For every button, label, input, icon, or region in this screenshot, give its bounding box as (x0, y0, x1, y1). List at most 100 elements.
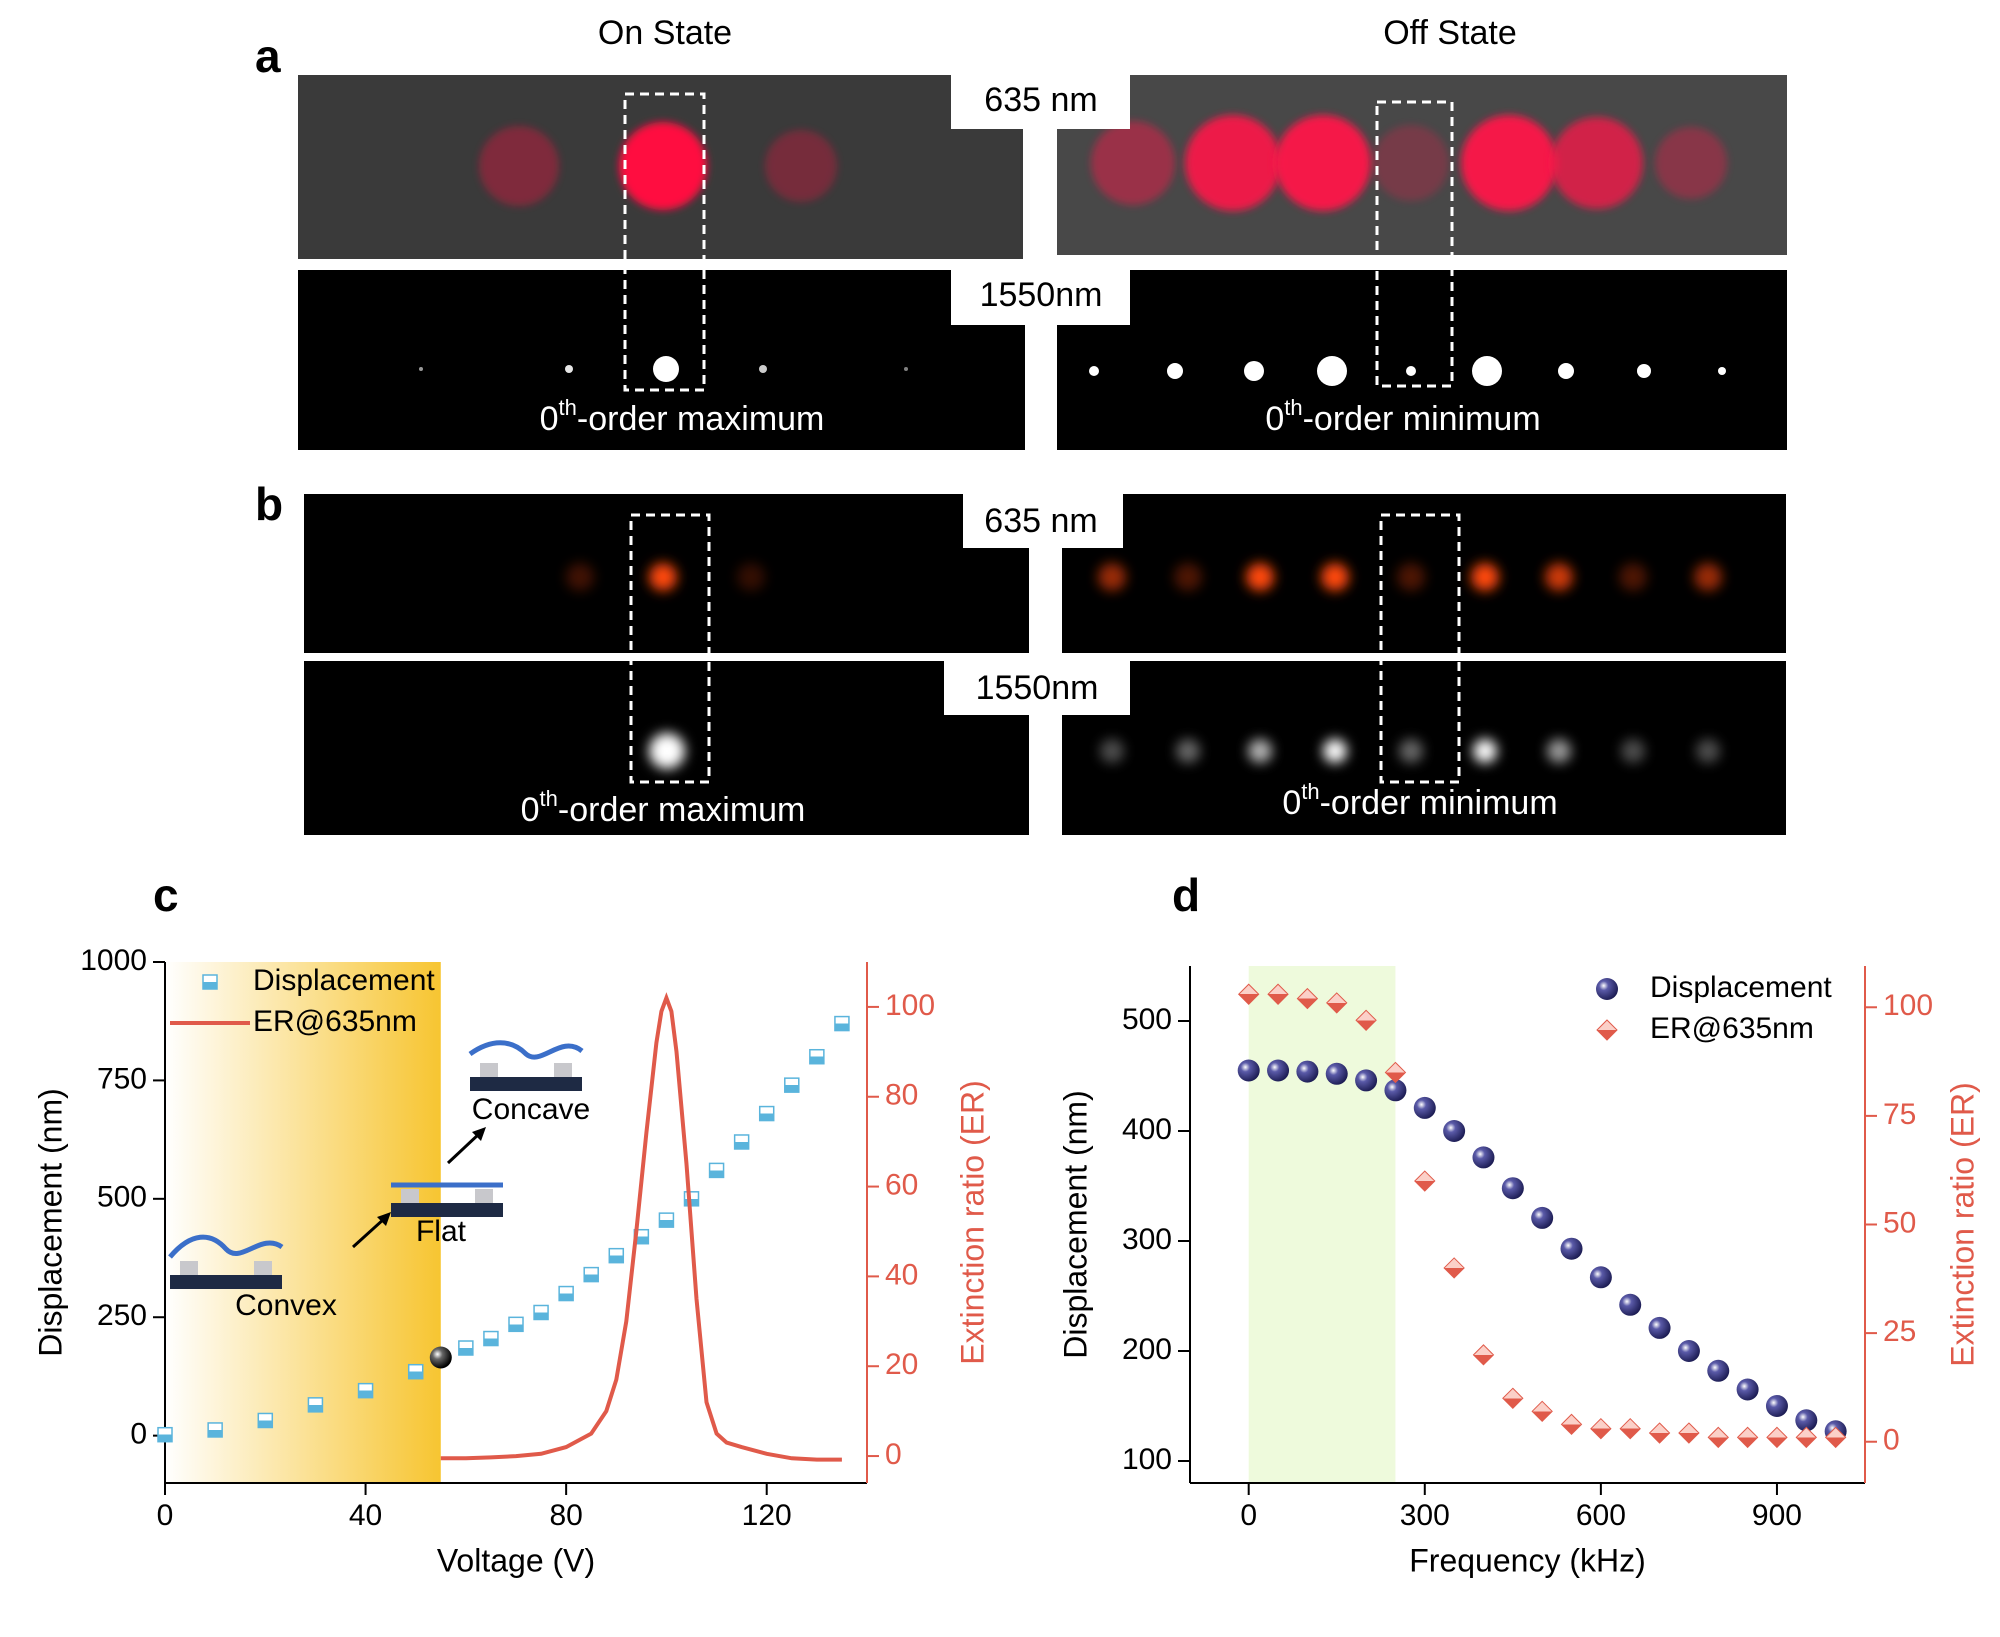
data-point (1766, 1426, 1788, 1449)
diffraction-spot (1317, 356, 1347, 386)
y-tick-label: 300 (1122, 1223, 1172, 1256)
caption-order: 0 (521, 791, 540, 829)
diffraction-spot (1275, 115, 1371, 211)
dashed-box (623, 92, 706, 392)
diffraction-spot (565, 365, 573, 373)
data-point (733, 1134, 750, 1150)
caption: 0th-order maximum (540, 395, 825, 438)
diffraction-spot (1461, 115, 1557, 211)
x-tick-label: 80 (549, 1499, 582, 1532)
data-point (483, 1330, 499, 1347)
y-tick-label: 250 (97, 1299, 147, 1332)
diffraction-spot (1471, 563, 1499, 591)
inset-post (554, 1063, 572, 1077)
column-title: Off State (1383, 14, 1517, 52)
x-tick-label: 900 (1752, 1499, 1802, 1532)
caption-superscript: th (540, 786, 558, 811)
image-background (1057, 270, 1787, 450)
data-point (1736, 1378, 1759, 1401)
y-tick-label: 400 (1122, 1113, 1172, 1146)
x-tick-label: 120 (742, 1499, 792, 1532)
legend-label: ER@635nm (1650, 1012, 1814, 1045)
data-point (1325, 1062, 1348, 1085)
arrow-head (377, 1212, 391, 1226)
data-point (658, 1212, 675, 1228)
inset-flat (391, 1182, 503, 1217)
data-point (458, 1340, 474, 1356)
data-line (440, 992, 842, 1462)
panel-label: a (255, 30, 281, 82)
label-box (963, 494, 1123, 548)
y-tick-label: 200 (1122, 1333, 1172, 1366)
label-box (951, 75, 1130, 129)
legend-swatch (202, 974, 218, 990)
x-tick-label: 0 (1240, 1499, 1257, 1532)
data-point (1355, 1069, 1378, 1092)
data-point (608, 1247, 625, 1264)
inset-convex (168, 1234, 284, 1289)
diffraction-spot (1323, 739, 1347, 763)
data-point (1355, 1009, 1377, 1032)
diffraction-spot (1091, 121, 1175, 205)
caption-superscript: th (1284, 395, 1302, 420)
diffraction-spot (1100, 739, 1124, 763)
y2-tick-label: 100 (885, 989, 935, 1022)
shaded-region (1248, 966, 1396, 1483)
data-point (1472, 1146, 1495, 1169)
diffraction-spot (737, 563, 765, 591)
diffraction-spot (649, 563, 677, 591)
diffraction-spot (1089, 366, 1099, 376)
data-point (1326, 992, 1348, 1014)
data-point (157, 1426, 173, 1443)
x-tick-label: 40 (349, 1499, 382, 1532)
diffraction-spot (1167, 363, 1183, 379)
data-point (1296, 987, 1319, 1010)
data-point (1413, 1096, 1436, 1119)
y2-tick-label: 80 (885, 1079, 918, 1112)
legend-swatch (1596, 1019, 1618, 1041)
y-tick-label: 500 (97, 1181, 147, 1214)
charts: c0 40 80 12002505007501000020406080100Volta… (32, 869, 1980, 1578)
inset-post (180, 1261, 198, 1275)
caption-order: 0 (540, 400, 559, 438)
caption-text: -order minimum (1303, 400, 1541, 438)
data-point (1296, 1060, 1319, 1083)
inset-post (475, 1189, 493, 1203)
dashed-box (1375, 100, 1454, 388)
diffraction-spot (1373, 125, 1449, 201)
dashed-box (1379, 513, 1461, 784)
y2-axis-title: Extinction ratio (ER) (954, 1080, 990, 1365)
inset-post (480, 1063, 498, 1077)
data-point (1765, 1395, 1788, 1417)
panel-label: b (255, 478, 283, 530)
data-point (1648, 1316, 1671, 1339)
diffraction-spot (1397, 563, 1425, 591)
legend-swatch (1596, 978, 1618, 1000)
data-point (784, 1077, 800, 1093)
data-point (1589, 1266, 1612, 1289)
data-point (357, 1382, 374, 1399)
inset-membrane (468, 1040, 584, 1060)
y2-tick-label: 100 (1883, 989, 1933, 1022)
data-point (1590, 1417, 1612, 1440)
diffraction-spot (1473, 739, 1497, 763)
y2-tick-label: 0 (885, 1438, 902, 1471)
inset-label: Concave (472, 1093, 590, 1126)
x-tick-label: 300 (1400, 1499, 1450, 1532)
diffraction-spot (904, 367, 908, 371)
data-point (1795, 1409, 1818, 1432)
y-tick-label: 1000 (80, 944, 147, 977)
diffraction-spot (1619, 563, 1647, 591)
dashed-box (629, 513, 711, 784)
diffraction-spot (1321, 563, 1349, 591)
shaded-region (165, 962, 441, 1483)
data-point (1237, 983, 1260, 1005)
data-point (1531, 1400, 1553, 1423)
y2-tick-label: 75 (1883, 1098, 1916, 1131)
data-point (1707, 1426, 1729, 1449)
data-point (1678, 1422, 1700, 1444)
y-tick-label: 750 (97, 1062, 147, 1095)
data-point (1267, 1059, 1290, 1082)
data-point (1824, 1426, 1847, 1449)
diffraction-spot (1621, 739, 1645, 763)
